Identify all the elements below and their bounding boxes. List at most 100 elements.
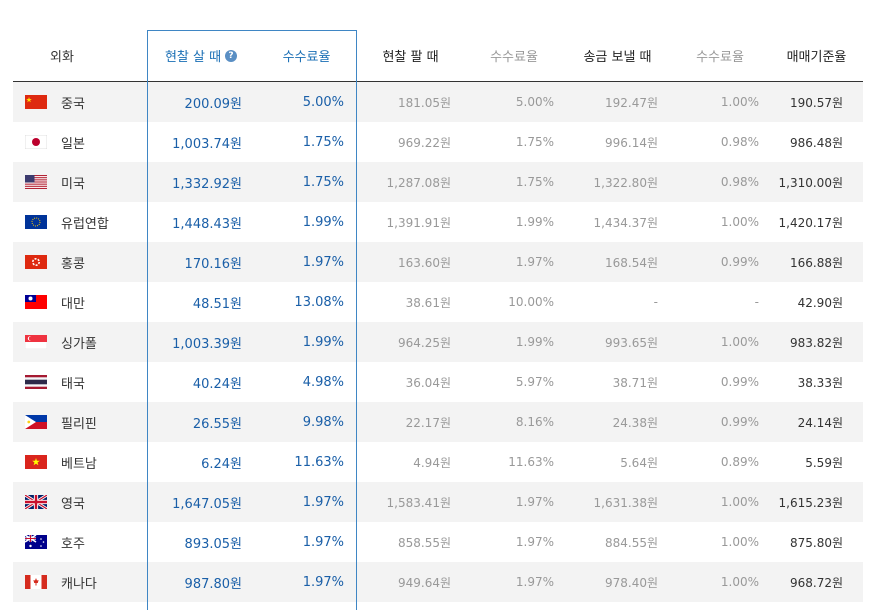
exchange-rate-table: 외화 현찰 살 때 ? 수수료율 현찰 팔 때 수수료율 송금 보낼 때 수수료…: [13, 30, 863, 602]
cash-sell-fee-cell: 5.00%: [515, 95, 554, 109]
cash-sell-fee-cell: 1.99%: [515, 335, 554, 349]
cash-buy-fee-cell: 1.75%: [302, 174, 344, 190]
remit-send-fee-cell: 1.00%: [720, 575, 759, 589]
gb-flag-icon: [25, 495, 47, 509]
base-rate-cell: 166.88원: [789, 255, 843, 270]
cash-buy-fee-cell: 1.75%: [302, 134, 344, 150]
currency-name: 싱가폴: [61, 336, 97, 352]
base-rate-cell: 190.57원: [789, 95, 843, 110]
cash-sell-cell: 969.22원: [397, 135, 451, 150]
help-icon[interactable]: ?: [225, 49, 238, 62]
cash-buy-fee-cell: 4.98%: [302, 374, 344, 390]
table-row: 태국 40.24원 4.98% 36.04원 5.97% 38.71원 0.99% 38.33…: [13, 362, 863, 402]
table-header: 외화 현찰 살 때 ? 수수료율 현찰 팔 때 수수료율 송금 보낼 때 수수료…: [13, 30, 863, 82]
cash-sell-fee-cell: 10.00%: [508, 295, 554, 309]
cash-buy-cell: 1,003.39원: [172, 336, 242, 352]
cash-buy-fee-cell: 1.97%: [302, 534, 344, 550]
remit-send-cell: 1,434.37원: [593, 215, 658, 230]
cash-sell-fee-cell: 1.97%: [515, 255, 554, 269]
remit-send-cell: 978.40원: [604, 575, 658, 590]
cash-sell-cell: 22.17원: [405, 415, 451, 430]
cash-buy-fee-cell: 1.99%: [302, 214, 344, 230]
table-row: 싱가폴 1,003.39원 1.99% 964.25원 1.99% 993.65원 1.00…: [13, 322, 863, 362]
cash-sell-cell: 964.25원: [397, 335, 451, 350]
base-rate-cell: 24.14원: [797, 415, 843, 430]
us-flag-icon: [25, 175, 47, 189]
cash-buy-fee-cell: 1.97%: [302, 494, 344, 510]
currency-name: 호주: [61, 536, 85, 552]
cash-sell-cell: 4.94원: [413, 455, 451, 470]
cash-sell-fee-cell: 1.97%: [515, 495, 554, 509]
cash-sell-cell: 1,287.08원: [386, 175, 451, 190]
base-rate-cell: 1,310.00원: [778, 175, 843, 190]
remit-send-fee-cell: 1.00%: [720, 495, 759, 509]
cash-buy-fee-cell: 5.00%: [302, 94, 344, 110]
cash-buy-cell: 170.16원: [184, 256, 242, 272]
sg-flag-icon: [25, 335, 47, 349]
cash-sell-fee-cell: 1.75%: [515, 135, 554, 149]
base-rate-cell: 986.48원: [789, 135, 843, 150]
currency-cell: 중국: [13, 82, 147, 122]
cash-sell-cell: 1,391.91원: [386, 215, 451, 230]
remit-send-cell: 168.54원: [604, 255, 658, 270]
currency-cell: 홍콩: [13, 242, 147, 282]
cash-sell-cell: 38.61원: [405, 295, 451, 310]
vn-flag-icon: [25, 455, 47, 469]
currency-name: 태국: [61, 376, 85, 392]
remit-send-cell: 5.64원: [620, 455, 658, 470]
table-row: 베트남 6.24원 11.63% 4.94원 11.63% 5.64원 0.89% 5.59원: [13, 442, 863, 482]
col-base-rate: 매매기준율: [786, 50, 847, 65]
remit-send-cell: 192.47원: [604, 95, 658, 110]
currency-cell: 유럽연합: [13, 202, 147, 242]
base-rate-cell: 983.82원: [789, 335, 843, 350]
currency-cell: 일본: [13, 122, 147, 162]
cash-buy-cell: 987.80원: [184, 576, 242, 592]
currency-cell: 대만: [13, 282, 147, 322]
base-rate-cell: 1,615.23원: [778, 495, 843, 510]
au-flag-icon: [25, 535, 47, 549]
cash-buy-fee-cell: 1.97%: [302, 574, 344, 590]
cash-sell-cell: 1,583.41원: [386, 495, 451, 510]
cash-buy-fee-cell: 1.99%: [302, 334, 344, 350]
cash-sell-cell: 36.04원: [405, 375, 451, 390]
ca-flag-icon: [25, 575, 47, 589]
table-body: 중국 200.09원 5.00% 181.05원 5.00% 192.47원 1.00% 19…: [13, 82, 863, 602]
remit-send-fee-cell: 0.98%: [720, 175, 759, 189]
currency-name: 일본: [61, 136, 85, 152]
eu-flag-icon: [25, 215, 47, 229]
remit-send-cell: 996.14원: [604, 135, 658, 150]
currency-name: 캐나다: [61, 576, 97, 592]
remit-send-fee-cell: 0.99%: [720, 375, 759, 389]
cash-sell-fee-cell: 11.63%: [508, 455, 554, 469]
remit-send-fee-cell: 0.98%: [720, 135, 759, 149]
base-rate-cell: 968.72원: [789, 575, 843, 590]
currency-name: 대만: [61, 296, 85, 312]
col-cash-buy: 현찰 살 때 ?: [147, 30, 255, 81]
currency-name: 영국: [61, 496, 85, 512]
table-row: 대만 48.51원 13.08% 38.61원 10.00% - - 42.90원: [13, 282, 863, 322]
table-row: 필리핀 26.55원 9.98% 22.17원 8.16% 24.38원 0.99% 24.1…: [13, 402, 863, 442]
base-rate-cell: 42.90원: [797, 295, 843, 310]
cash-sell-fee-cell: 1.99%: [515, 215, 554, 229]
remit-send-fee-cell: -: [754, 295, 759, 309]
table-row: 유럽연합 1,448.43원 1.99% 1,391.91원 1.99% 1,434.37…: [13, 202, 863, 242]
currency-cell: 필리핀: [13, 402, 147, 442]
currency-name: 유럽연합: [61, 216, 109, 232]
remit-send-fee-cell: 0.99%: [720, 255, 759, 269]
base-rate-cell: 1,420.17원: [778, 215, 843, 230]
col-cash-buy-label: 현찰 살 때: [164, 50, 222, 65]
cash-buy-cell: 26.55원: [192, 416, 242, 432]
cash-sell-fee-cell: 1.75%: [515, 175, 554, 189]
table-row: 캐나다 987.80원 1.97% 949.64원 1.97% 978.40원 1.00% 9…: [13, 562, 863, 602]
remit-send-cell: 1,631.38원: [593, 495, 658, 510]
remit-send-cell: 24.38원: [612, 415, 658, 430]
table-row: 일본 1,003.74원 1.75% 969.22원 1.75% 996.14원 0.98%…: [13, 122, 863, 162]
currency-cell: 미국: [13, 162, 147, 202]
cash-buy-cell: 6.24원: [201, 456, 242, 472]
cash-sell-fee-cell: 1.97%: [515, 575, 554, 589]
cash-buy-fee-cell: 11.63%: [294, 454, 344, 470]
currency-name: 베트남: [61, 456, 97, 472]
remit-send-fee-cell: 1.00%: [720, 535, 759, 549]
cash-buy-fee-cell: 1.97%: [302, 254, 344, 270]
tw-flag-icon: [25, 295, 47, 309]
